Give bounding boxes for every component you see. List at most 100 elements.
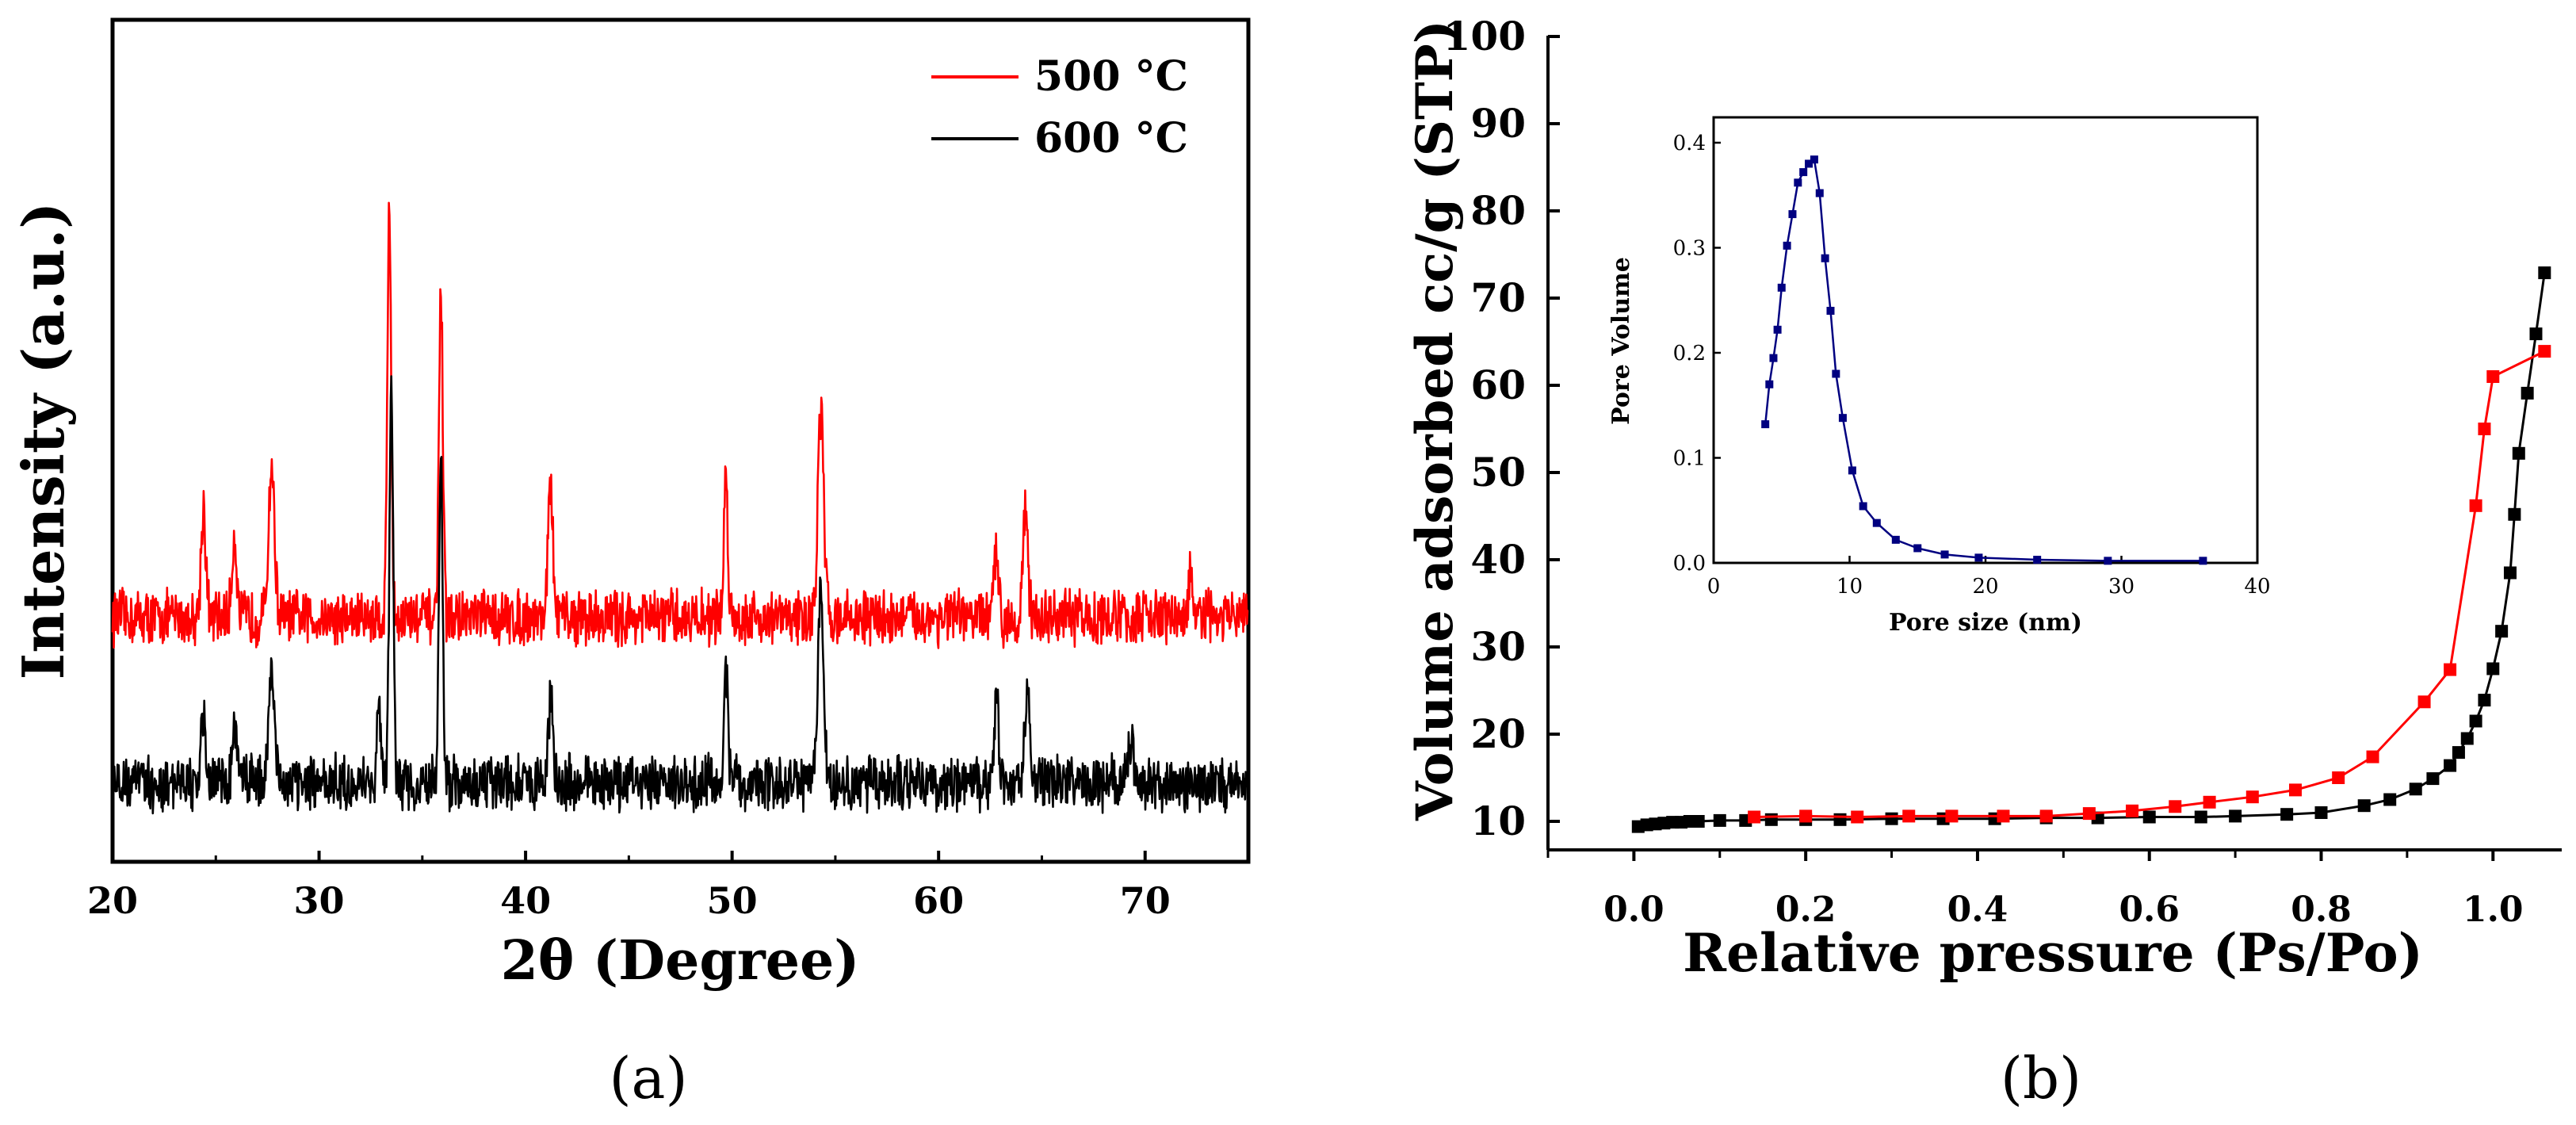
panel-b-desorption-point [2538,345,2551,358]
inset-series-point [1765,380,1774,388]
inset-x-tick-label: 30 [2108,575,2135,599]
panel-b-x-tick-label: 0.8 [2291,890,2352,930]
panel-b-adsorption-point [2538,266,2551,280]
panel-b-x-ticks: 0.0 0.2 0.4 0.6 0.8 1.0 [1546,850,2524,930]
panel-b-desorption-point [2203,795,2216,809]
inset-series-point [1773,325,1782,334]
panel-b-adsorption-point [2409,783,2422,796]
panel-a-x-tick-label: 70 [1120,879,1171,922]
inset-x-axis-label: Pore size (nm) [1889,609,2082,637]
panel-b-adsorption-point [2503,566,2517,580]
inset-y-tick-label: 0.0 [1673,552,1706,576]
panel-b-desorption-point [2039,809,2053,823]
panel-b-adsorption-point [2529,327,2543,341]
panel-a-xrd-chart: 20 30 40 50 60 70 500 °C 600 °C 2θ (Degree) I… [10,17,1251,1112]
panel-b-adsorption-point [2314,806,2328,819]
panel-b-desorption-point [1748,810,1761,824]
inset-series-point [1913,544,1922,553]
panel-b-adsorption-point [1691,815,1705,828]
inset-series-line [1764,157,2203,562]
panel-b-y-tick-label: 50 [1470,449,1526,496]
inset-series-point [1783,241,1791,250]
panel-b-series-group [1631,266,2551,833]
panel-b-adsorption-point [2383,793,2397,806]
panel-a-x-tick-label: 30 [294,879,345,922]
panel-b-adsorption-point [2469,714,2482,728]
inset-series-point [1821,254,1829,262]
inset-series-point [1810,155,1818,164]
panel-b-desorption-point [2417,695,2431,709]
panel-b-desorption-point [2444,663,2457,676]
panel-b-adsorption-point [2426,772,2440,786]
inset-x-tick-label: 40 [2244,575,2270,599]
inset-y-axis-label: Pore Volume [1607,257,1635,425]
inset-series-point [1769,354,1778,362]
panel-b-adsorption-point [2194,810,2207,824]
inset-y-tick-label: 0.2 [1673,342,1706,365]
panel-a-x-axis-label: 2θ (Degree) [501,929,860,993]
panel-a-y-axis-label: Intensity (a.u.) [10,202,77,680]
panel-b-adsorption-point [1764,813,1778,826]
panel-a-x-ticks: 20 30 40 50 60 70 [87,851,1171,922]
panel-b-y-ticks: 10 20 30 40 50 60 70 80 90 100 [1443,13,1560,844]
panel-b-x-tick-label: 0.4 [1947,890,2008,930]
panel-b-desorption-point [2169,800,2182,813]
panel-b-y-tick-label: 70 [1470,274,1526,321]
panel-a-x-tick-label: 50 [707,879,758,922]
panel-b-inset-chart: 0 10 20 30 400.00.10.20.30.4 Pore size (nm) … [1607,116,2271,637]
inset-series-point [1872,518,1881,527]
panel-b-y-tick-label: 60 [1470,362,1526,408]
legend-label-600: 600 °C [1034,114,1188,163]
panel-b-desorption-point [2245,790,2259,804]
panel-b-y-tick-label: 10 [1470,798,1526,844]
inset-series-point [1891,535,1900,544]
panel-a-label: (a) [609,1045,687,1112]
panel-b-adsorption-point [1885,812,1898,825]
panel-a-x-tick-label: 60 [913,879,964,922]
panel-b-y-tick-label: 90 [1470,100,1526,147]
inset-series-point [1794,178,1802,187]
inset-series-point [1799,168,1808,177]
panel-b-adsorption-point [1833,813,1847,826]
inset-series-point [1848,466,1856,475]
inset-ticks: 0 10 20 30 40 0.0 0.1 0.2 0.3 0.4 [1673,132,2271,599]
inset-series-point [1832,369,1840,378]
inset-series-point [1940,550,1949,559]
inset-x-tick-label: 0 [1707,575,1721,599]
panel-b-desorption-point [1799,809,1813,823]
panel-b-y-tick-label: 30 [1470,623,1526,670]
panel-b-desorption-point [2478,423,2491,435]
panel-b-adsorption-point [2452,746,2465,760]
panel-b-desorption-point [1851,810,1864,824]
inset-series-point [1805,159,1814,168]
panel-b-desorption-point [1997,809,2010,823]
panel-b-x-tick-label: 0.2 [1775,890,1836,930]
panel-b-desorption-point [2288,783,2302,797]
inset-x-tick-label: 20 [1972,575,1998,599]
panel-b-desorption-point [2469,499,2482,512]
panel-b-desorption-point [1902,809,1916,823]
inset-y-tick-label: 0.3 [1673,237,1706,261]
panel-b-adsorption-point [2229,809,2242,823]
legend-label-500: 500 °C [1034,52,1188,101]
inset-series-point [2199,557,2207,565]
panel-b-y-tick-label: 100 [1443,13,1526,59]
panel-b-adsorption-point [2357,799,2371,813]
inset-series-point [1761,420,1770,429]
panel-b-adsorption-point [2478,694,2491,707]
panel-b-y-tick-label: 80 [1470,187,1526,234]
panel-b-adsorption-point [1713,813,1726,827]
inset-series-point [1777,283,1786,292]
panel-a-series-group [111,201,1249,815]
panel-b-adsorption-point [2512,446,2525,460]
panel-b-x-tick-label: 1.0 [2463,890,2524,930]
panel-b-desorption-point [2126,804,2139,817]
panel-b-adsorption-point [2521,386,2534,400]
inset-series-point [2033,556,2042,564]
panel-b-adsorption-point [2486,662,2500,675]
inset-y-tick-label: 0.4 [1673,132,1706,155]
panel-b-x-tick-label: 0.6 [2119,890,2180,930]
inset-x-tick-label: 10 [1836,575,1863,599]
panel-b-adsorption-point [2460,732,2474,745]
